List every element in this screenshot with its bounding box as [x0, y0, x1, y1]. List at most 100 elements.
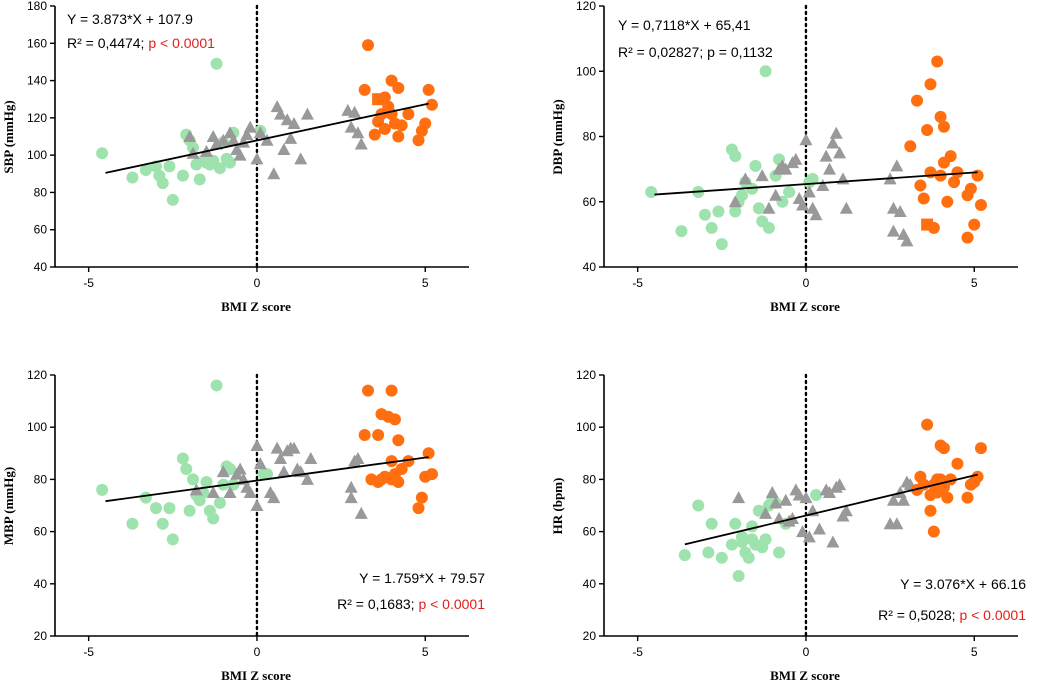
data-point-normal: [183, 504, 196, 517]
data-point-normal: [705, 221, 718, 234]
data-point-normal: [715, 551, 728, 564]
data-point-overweight: [300, 472, 314, 485]
data-point-obese: [948, 176, 961, 189]
data-point-obese: [951, 457, 964, 470]
data-point-overweight: [274, 452, 288, 465]
data-point-overweight: [233, 462, 247, 475]
data-point-normal: [139, 164, 152, 177]
data-point-obese: [961, 189, 974, 202]
x-tick-label: 5: [971, 276, 978, 290]
data-point-overweight: [253, 126, 267, 139]
data-point-overweight: [351, 126, 365, 139]
data-point-overweight: [886, 201, 900, 214]
data-point-overweight: [300, 107, 314, 120]
data-point-overweight: [287, 116, 301, 129]
r-squared-value: R² = 0,5028;: [878, 607, 959, 623]
data-point-overweight: [233, 148, 247, 161]
data-point-normal: [210, 379, 223, 392]
data-point-overweight: [897, 493, 911, 506]
r-squared-value: R² = 0,02827; p = 0,1132: [618, 44, 773, 60]
y-tick-label: 20: [34, 629, 48, 643]
data-point-obese: [904, 140, 917, 153]
x-tick-label: 0: [254, 276, 261, 290]
data-point-normal: [783, 185, 796, 198]
y-tick-label: 120: [576, 368, 596, 382]
regression-equation: Y = 3.873*X + 107.9: [67, 11, 193, 27]
y-axis-title: SBP (mmHg): [1, 100, 16, 173]
data-point-obese: [921, 218, 934, 231]
data-point-obese: [921, 123, 934, 136]
data-point-overweight: [796, 525, 810, 538]
x-tick-label: 5: [422, 276, 429, 290]
data-point-overweight: [351, 452, 365, 465]
data-point-overweight: [280, 113, 294, 126]
data-point-obese: [425, 468, 438, 481]
r-squared-text: R² = 0,4474; p < 0.0001: [67, 35, 215, 51]
data-point-overweight: [890, 159, 904, 172]
data-point-normal: [96, 483, 109, 496]
data-point-overweight: [802, 530, 816, 543]
data-point-overweight: [277, 465, 291, 478]
x-tick-label: 0: [803, 276, 810, 290]
y-tick-label: 160: [27, 36, 47, 50]
data-point-normal: [166, 533, 179, 546]
data-point-overweight: [344, 491, 358, 504]
y-tick-label: 60: [34, 223, 48, 237]
data-point-overweight: [769, 188, 783, 201]
data-point-overweight: [250, 499, 264, 511]
data-point-normal: [729, 205, 742, 218]
data-point-normal: [139, 491, 152, 504]
data-point-obese: [392, 130, 405, 143]
data-point-overweight: [216, 133, 230, 146]
r-squared-value: R² = 0,1683;: [337, 596, 418, 612]
data-point-normal: [759, 533, 772, 546]
data-point-normal: [678, 549, 691, 562]
data-point-normal: [163, 502, 176, 515]
data-point-overweight: [294, 152, 308, 165]
data-point-overweight: [816, 178, 830, 191]
p-value: p < 0.0001: [148, 35, 215, 51]
y-tick-label: 100: [576, 64, 596, 78]
data-point-overweight: [809, 208, 823, 221]
data-point-overweight: [210, 137, 224, 150]
data-point-overweight: [893, 205, 907, 218]
data-point-obese: [358, 429, 371, 442]
data-point-obese: [941, 491, 954, 504]
data-point-overweight: [216, 465, 230, 478]
y-tick-label: 120: [576, 0, 596, 13]
x-tick-label: 5: [971, 645, 978, 659]
data-point-obese: [415, 491, 428, 504]
data-point-obese: [927, 525, 940, 538]
data-point-normal: [156, 177, 169, 190]
data-point-overweight: [354, 137, 368, 150]
data-point-obese: [402, 108, 415, 121]
data-point-normal: [96, 147, 109, 160]
data-point-overweight: [829, 126, 843, 139]
y-axis-title: MBP (mmHg): [1, 467, 16, 545]
y-axis-title: DBP (mmHg): [550, 99, 565, 174]
data-point-overweight: [732, 491, 746, 504]
data-point-overweight: [823, 162, 837, 175]
data-point-normal: [692, 499, 705, 512]
data-point-normal: [732, 569, 745, 582]
data-point-obese: [941, 195, 954, 208]
y-tick-label: 140: [27, 74, 47, 88]
data-point-overweight: [839, 504, 853, 517]
data-point-obese: [917, 192, 930, 205]
data-point-overweight: [223, 485, 237, 498]
data-point-overweight: [799, 491, 813, 504]
data-point-overweight: [287, 441, 301, 454]
data-point-overweight: [284, 131, 298, 144]
data-point-normal: [200, 476, 213, 489]
data-point-normal: [702, 546, 715, 559]
data-point-overweight: [819, 149, 833, 162]
data-point-obese: [951, 166, 964, 179]
data-point-normal: [149, 502, 162, 515]
y-tick-label: 20: [583, 629, 597, 643]
y-tick-label: 60: [583, 525, 597, 539]
data-point-obese: [971, 169, 984, 182]
data-point-overweight: [240, 128, 254, 141]
data-point-overweight: [755, 169, 769, 182]
data-point-normal: [176, 169, 189, 182]
